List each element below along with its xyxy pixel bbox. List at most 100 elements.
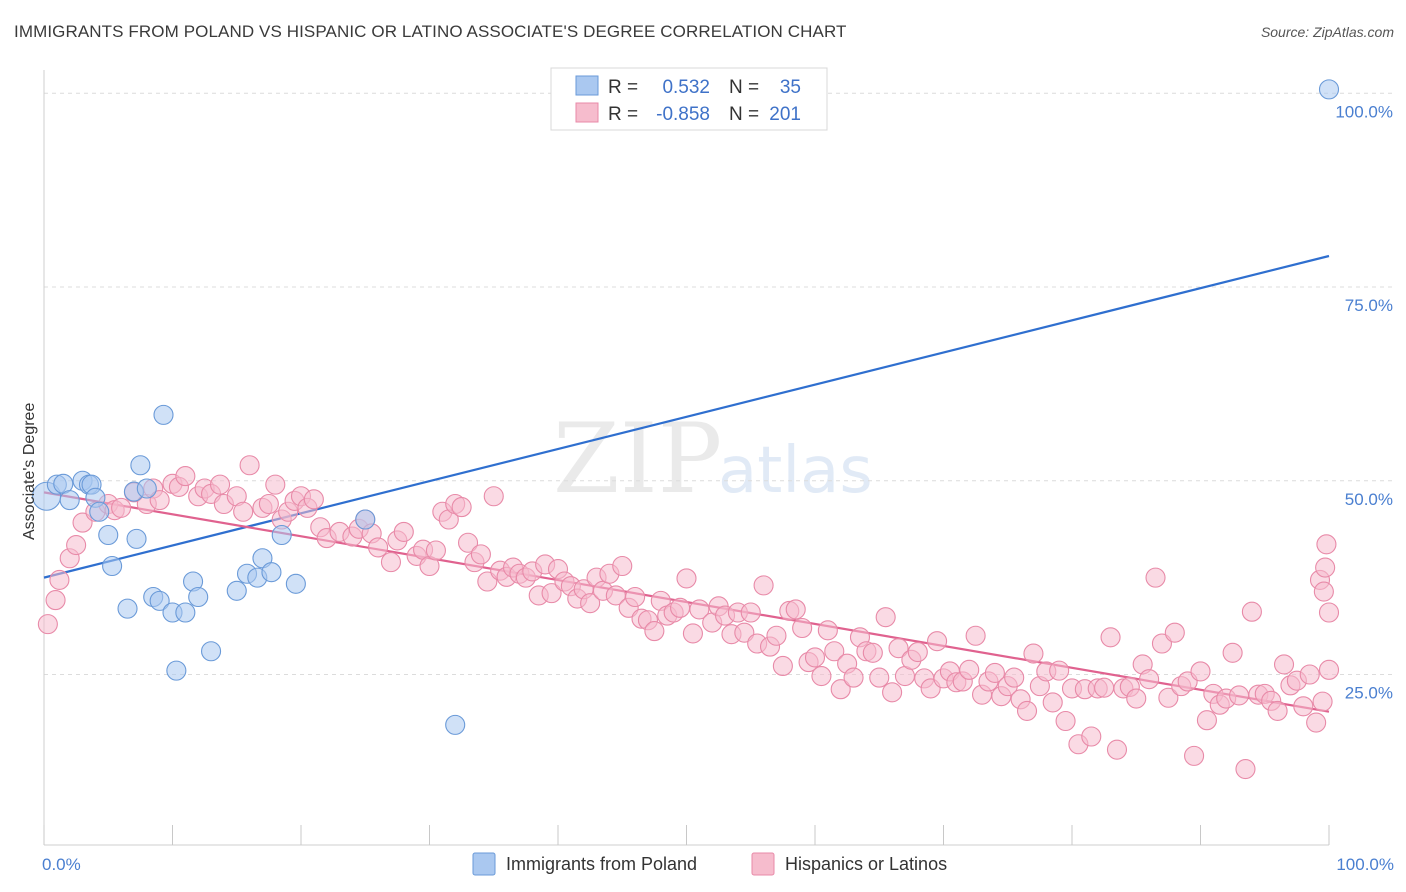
point-hispanics [1241, 601, 1262, 622]
legend-r-value-hispanics: -0.858 [656, 104, 710, 125]
point-hispanics [1273, 654, 1295, 675]
axes [43, 70, 1330, 846]
point-hispanics [393, 521, 414, 542]
point-hispanics [258, 493, 279, 515]
point-hispanics [1293, 696, 1314, 717]
point-hispanics [625, 586, 646, 608]
point-hispanics [470, 544, 491, 565]
point-hispanics [682, 623, 703, 644]
point-hispanics [1316, 534, 1337, 555]
point-hispanics [149, 490, 170, 511]
legend-swatch-poland [575, 75, 599, 96]
y-tick-label: 100.0% [1335, 102, 1393, 121]
point-poland [102, 555, 123, 577]
chart-title: IMMIGRANTS FROM POLAND VS HISPANIC OR LA… [14, 22, 847, 41]
point-poland [89, 501, 110, 522]
point-hispanics [1164, 622, 1185, 643]
legend-n-label-hispanics: N = [729, 104, 759, 125]
point-hispanics [1100, 627, 1121, 648]
point-poland [1318, 79, 1340, 100]
point-hispanics [1190, 661, 1211, 682]
point-hispanics [1023, 643, 1044, 664]
point-hispanics [1306, 712, 1327, 733]
point-hispanics [689, 599, 710, 620]
point-hispanics [1151, 633, 1172, 654]
point-hispanics [740, 602, 761, 623]
point-hispanics [37, 614, 58, 635]
point-hispanics [111, 497, 132, 518]
point-hispanics [1315, 557, 1336, 578]
point-poland [153, 404, 174, 425]
point-poland [166, 660, 187, 681]
point-hispanics [66, 535, 87, 556]
point-hispanics [766, 625, 787, 646]
point-poland [201, 641, 222, 662]
point-hispanics [676, 568, 697, 589]
point-hispanics [1126, 688, 1147, 709]
point-poland [136, 478, 157, 499]
trend-line-poland [43, 254, 1330, 579]
point-hispanics [49, 569, 70, 591]
gridlines [44, 92, 1394, 675]
point-hispanics [984, 662, 1005, 684]
point-hispanics [265, 474, 286, 495]
point-hispanics [380, 552, 402, 573]
point-hispanics [1229, 685, 1250, 706]
legend-n-value-hispanics: 201 [769, 104, 801, 125]
bottom-legend-label-hispanics: Hispanics or Latinos [785, 854, 947, 874]
x-tick-label-min: 0.0% [42, 855, 81, 874]
point-hispanics [541, 583, 562, 604]
point-hispanics [1049, 660, 1070, 681]
point-hispanics [175, 466, 196, 487]
y-tick-label: 50.0% [1345, 490, 1393, 509]
series-hispanics-points [37, 455, 1340, 780]
watermark-atlas: atlas [718, 434, 873, 508]
point-hispanics [959, 659, 980, 680]
bottom-legend-swatch-hispanics [751, 852, 775, 876]
bottom-legend-swatch-poland [472, 852, 496, 876]
y-tick-labels: 25.0% 50.0% 75.0% 100.0% [1335, 102, 1393, 702]
legend-r-label-hispanics: R = [608, 104, 638, 125]
point-hispanics [1313, 581, 1334, 602]
point-hispanics [72, 512, 93, 533]
point-hispanics [239, 455, 260, 476]
point-hispanics [869, 667, 890, 688]
point-hispanics [1267, 700, 1288, 721]
legend-n-label-poland: N = [729, 77, 759, 98]
point-hispanics [843, 667, 864, 688]
point-poland [130, 455, 151, 476]
point-hispanics [1094, 677, 1115, 698]
point-hispanics [644, 621, 665, 642]
point-hispanics [888, 638, 909, 659]
point-hispanics [1145, 567, 1166, 588]
point-hispanics [1318, 602, 1340, 623]
point-hispanics [457, 532, 479, 553]
series-poland-points [32, 79, 1340, 735]
point-hispanics [451, 497, 472, 518]
point-hispanics [965, 625, 986, 646]
point-hispanics [580, 593, 601, 614]
point-hispanics [1055, 710, 1076, 732]
point-poland [126, 528, 147, 549]
point-hispanics [1139, 669, 1160, 690]
point-hispanics [303, 489, 324, 510]
point-hispanics [1016, 700, 1038, 721]
legend-n-value-poland: 35 [780, 77, 801, 98]
point-hispanics [927, 631, 948, 652]
legend-swatch-hispanics [575, 102, 599, 123]
point-hispanics [882, 682, 903, 703]
point-hispanics [612, 555, 633, 577]
point-hispanics [368, 537, 389, 558]
point-hispanics [1222, 642, 1243, 663]
y-tick-label: 25.0% [1345, 684, 1393, 703]
legend-r-value-poland: 0.532 [662, 77, 710, 98]
point-hispanics [753, 575, 774, 596]
point-hispanics [477, 571, 498, 592]
point-poland [271, 524, 292, 546]
x-tick-label-max: 100.0% [1336, 855, 1394, 874]
stats-legend: R = 0.532 N = 35 R = -0.858 N = 201 [550, 67, 828, 131]
point-hispanics [209, 474, 231, 495]
watermark: ZIP atlas [553, 403, 873, 515]
point-poland [261, 562, 282, 583]
